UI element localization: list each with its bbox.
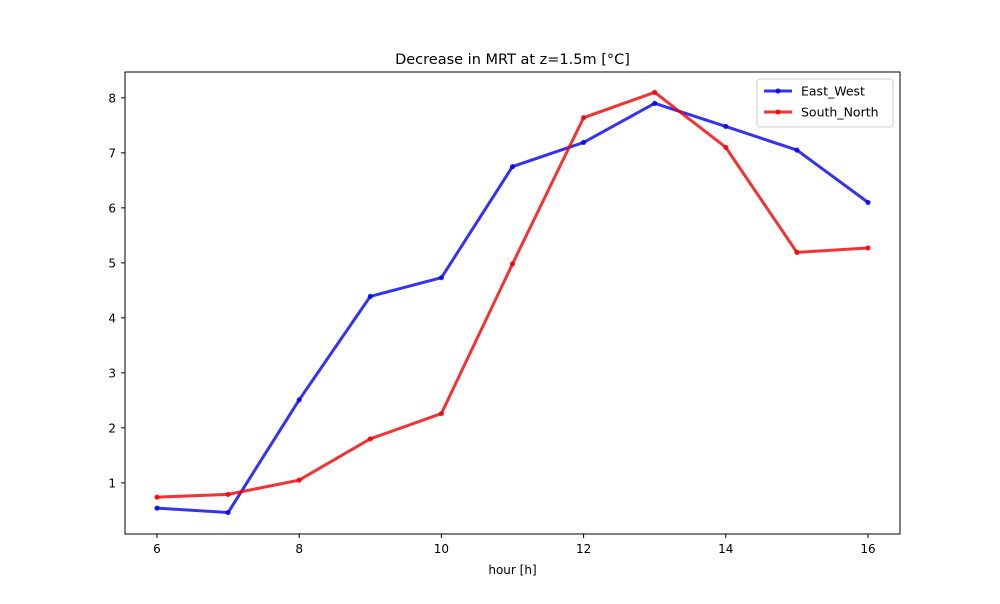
data-point-east-west xyxy=(367,293,373,299)
x-axis-label: hour [h] xyxy=(488,563,536,577)
y-tick-label: 7 xyxy=(108,146,116,160)
data-point-south-north xyxy=(794,249,800,255)
plot-area xyxy=(124,71,901,535)
data-point-east-west xyxy=(581,139,587,145)
x-tick-label: 10 xyxy=(434,542,449,556)
data-point-south-north xyxy=(509,261,516,267)
legend-label-east-west: East_West xyxy=(801,84,865,99)
y-tick-label: 8 xyxy=(108,91,116,105)
y-tick-label: 3 xyxy=(108,366,116,380)
legend: East_West South_North xyxy=(756,78,894,128)
data-point-east-west xyxy=(865,199,871,205)
data-point-south-north xyxy=(296,477,302,483)
x-tick-label: 6 xyxy=(153,542,161,556)
y-tick-label: 4 xyxy=(108,311,116,325)
data-point-south-north xyxy=(581,115,587,121)
y-axis: 1 2 3 4 5 6 7 8 xyxy=(108,91,125,490)
data-point-south-north xyxy=(438,410,444,417)
data-point-east-west xyxy=(652,100,658,106)
y-tick-label: 6 xyxy=(108,201,116,215)
data-point-south-north xyxy=(865,245,871,251)
y-tick-label: 2 xyxy=(108,421,116,435)
y-tick-label: 1 xyxy=(108,476,116,490)
data-point-east-west xyxy=(296,397,302,403)
data-point-east-west xyxy=(154,505,160,511)
x-tick-label: 12 xyxy=(576,542,591,556)
data-point-south-north xyxy=(652,89,658,95)
series-line-south-north xyxy=(155,90,870,499)
data-point-east-west xyxy=(225,509,231,516)
data-point-east-west xyxy=(438,275,444,281)
y-tick-label: 5 xyxy=(108,256,116,270)
data-point-east-west xyxy=(794,147,800,153)
legend-label-south-north: South_North xyxy=(801,105,879,120)
legend-marker-east-west xyxy=(775,88,781,94)
x-tick-label: 14 xyxy=(718,542,733,556)
data-point-south-north xyxy=(154,494,160,500)
data-point-east-west xyxy=(509,164,516,170)
x-axis: 6 8 10 12 14 16 xyxy=(153,534,876,556)
x-tick-label: 8 xyxy=(295,542,303,556)
legend-marker-south-north xyxy=(775,109,781,115)
data-point-south-north xyxy=(225,491,231,497)
data-point-east-west xyxy=(723,123,729,130)
chart-title: Decrease in MRT at z=1.5m [°C] xyxy=(395,52,630,68)
data-point-south-north xyxy=(723,144,729,150)
x-tick-label: 16 xyxy=(860,542,875,556)
data-point-south-north xyxy=(367,436,373,442)
series-layer xyxy=(154,89,871,516)
